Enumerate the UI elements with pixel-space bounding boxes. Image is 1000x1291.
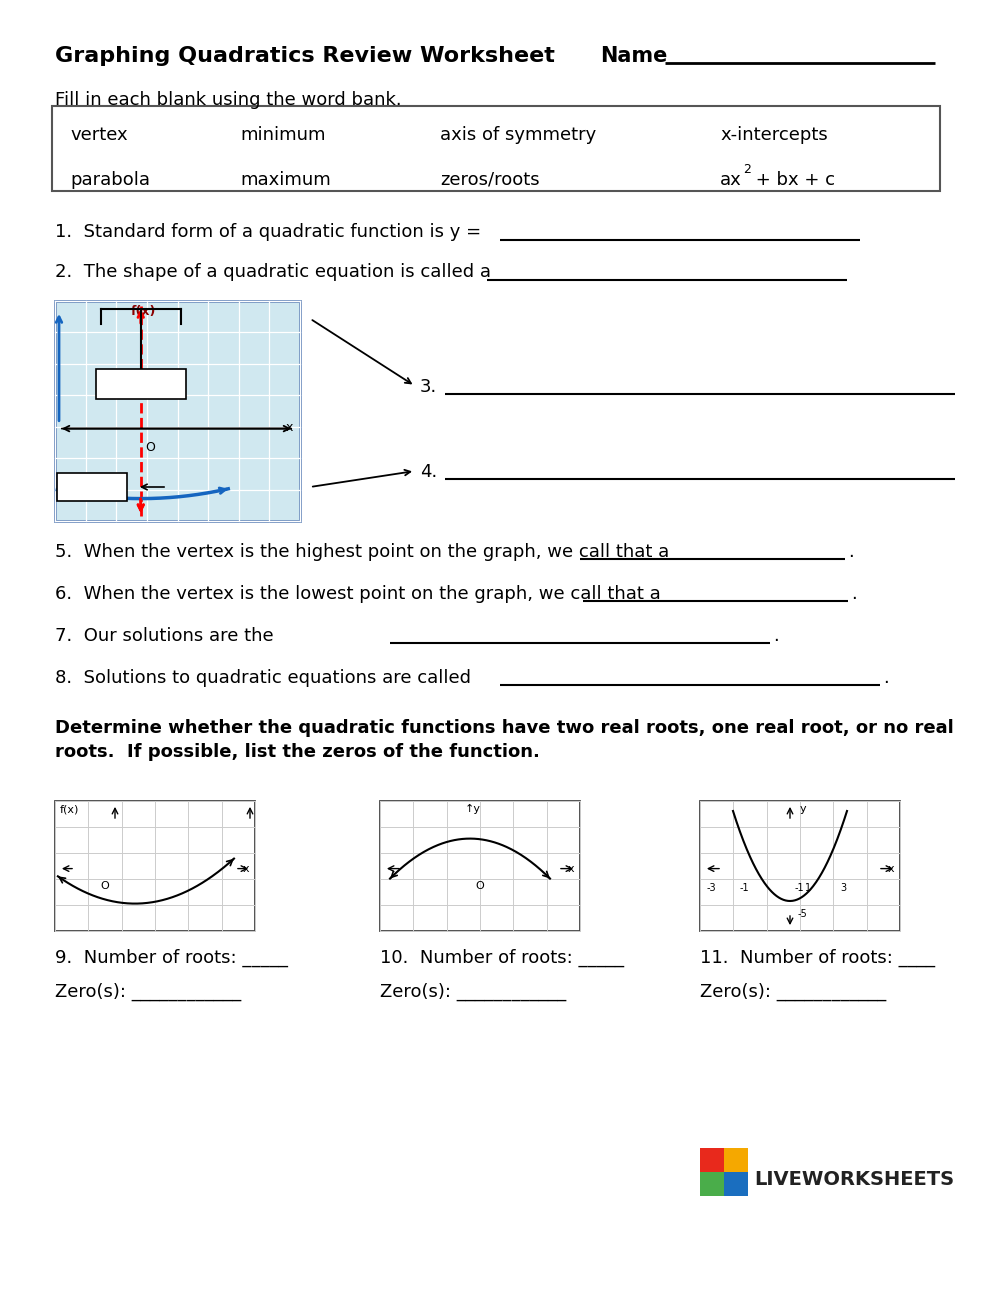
Text: 9.  Number of roots: _____: 9. Number of roots: _____ xyxy=(55,949,288,967)
Text: y: y xyxy=(800,804,807,815)
Text: Graphing Quadratics Review Worksheet: Graphing Quadratics Review Worksheet xyxy=(55,46,555,66)
Text: 4.: 4. xyxy=(420,463,437,482)
Bar xyxy=(724,1172,748,1195)
Text: LIVEWORKSHEETS: LIVEWORKSHEETS xyxy=(754,1170,954,1189)
Text: ↑y: ↑y xyxy=(465,804,481,815)
Text: O: O xyxy=(146,440,156,453)
Text: 3.: 3. xyxy=(420,378,437,396)
Text: minimum: minimum xyxy=(240,127,326,145)
Text: f(x): f(x) xyxy=(131,305,156,318)
Text: 10.  Number of roots: _____: 10. Number of roots: _____ xyxy=(380,949,624,967)
Text: 5.  When the vertex is the highest point on the graph, we call that a: 5. When the vertex is the highest point … xyxy=(55,544,669,562)
Text: Zero(s): ____________: Zero(s): ____________ xyxy=(55,982,241,1002)
Bar xyxy=(700,1148,724,1172)
Text: 1: 1 xyxy=(805,883,811,892)
Text: x: x xyxy=(568,864,575,874)
Text: O: O xyxy=(475,880,484,891)
Text: .: . xyxy=(773,627,779,646)
Text: Determine whether the quadratic functions have two real roots, one real root, or: Determine whether the quadratic function… xyxy=(55,719,954,737)
Text: .: . xyxy=(851,585,857,603)
Text: -1: -1 xyxy=(740,883,750,892)
Bar xyxy=(55,301,300,522)
Text: -3: -3 xyxy=(707,883,717,892)
Text: vertex: vertex xyxy=(70,127,128,145)
Text: + bx + c: + bx + c xyxy=(750,170,835,188)
Bar xyxy=(724,1148,748,1172)
Bar xyxy=(700,800,900,931)
Text: parabola: parabola xyxy=(70,170,150,188)
Text: .: . xyxy=(883,669,889,687)
Text: maximum: maximum xyxy=(240,170,331,188)
Bar xyxy=(55,800,255,931)
Text: axis of symmetry: axis of symmetry xyxy=(440,127,596,145)
Bar xyxy=(380,800,580,931)
Text: 11.  Number of roots: ____: 11. Number of roots: ____ xyxy=(700,949,935,967)
Text: zeros/roots: zeros/roots xyxy=(440,170,540,188)
Text: x: x xyxy=(888,864,895,874)
Bar xyxy=(57,473,127,501)
Text: 2: 2 xyxy=(743,163,751,176)
Text: x: x xyxy=(243,864,250,874)
Text: Name: Name xyxy=(600,46,667,66)
Text: Zero(s): ____________: Zero(s): ____________ xyxy=(700,982,886,1002)
Bar xyxy=(52,106,940,191)
Text: O: O xyxy=(100,880,109,891)
Text: .: . xyxy=(848,544,854,562)
Text: x-intercepts: x-intercepts xyxy=(720,127,828,145)
Text: 1.  Standard form of a quadratic function is y =: 1. Standard form of a quadratic function… xyxy=(55,223,487,241)
Text: ax: ax xyxy=(720,170,742,188)
Bar xyxy=(700,1172,724,1195)
Bar xyxy=(96,369,186,399)
Text: 2.  The shape of a quadratic equation is called a: 2. The shape of a quadratic equation is … xyxy=(55,263,497,281)
Text: 7.  Our solutions are the: 7. Our solutions are the xyxy=(55,627,274,646)
Text: 8.  Solutions to quadratic equations are called: 8. Solutions to quadratic equations are … xyxy=(55,669,471,687)
Text: roots.  If possible, list the zeros of the function.: roots. If possible, list the zeros of th… xyxy=(55,744,540,760)
Text: Zero(s): ____________: Zero(s): ____________ xyxy=(380,982,566,1002)
Text: -5: -5 xyxy=(798,909,808,919)
Text: -1: -1 xyxy=(795,883,805,892)
Text: f(x): f(x) xyxy=(60,804,79,815)
Text: Fill in each blank using the word bank.: Fill in each blank using the word bank. xyxy=(55,90,402,108)
Text: 6.  When the vertex is the lowest point on the graph, we call that a: 6. When the vertex is the lowest point o… xyxy=(55,585,661,603)
Text: 3: 3 xyxy=(840,883,846,892)
Text: x: x xyxy=(286,421,293,434)
